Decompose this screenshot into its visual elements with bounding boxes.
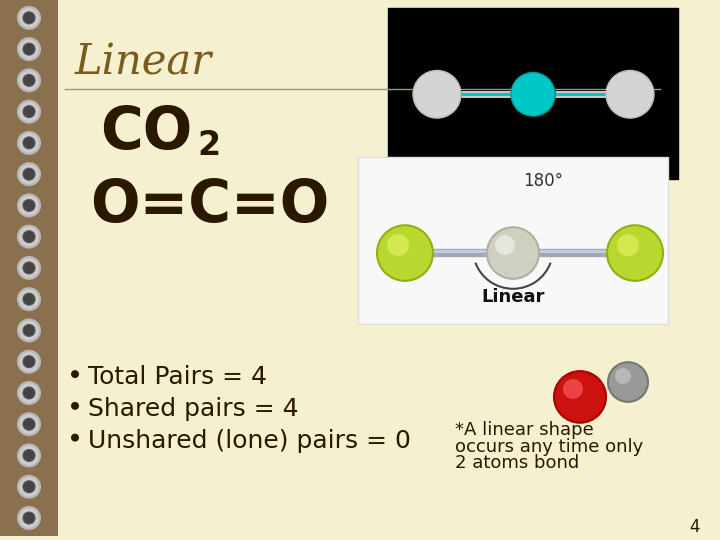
Text: *A linear shape: *A linear shape xyxy=(455,421,594,438)
Circle shape xyxy=(387,234,409,256)
Circle shape xyxy=(617,234,639,256)
Circle shape xyxy=(18,257,40,279)
Circle shape xyxy=(554,371,606,423)
Circle shape xyxy=(23,449,35,462)
Circle shape xyxy=(18,7,40,29)
Text: 180°: 180° xyxy=(523,172,563,190)
Circle shape xyxy=(606,70,654,118)
Circle shape xyxy=(615,368,631,384)
Text: Total Pairs = 4: Total Pairs = 4 xyxy=(88,365,267,389)
Circle shape xyxy=(18,413,40,435)
Bar xyxy=(388,8,678,179)
Circle shape xyxy=(23,168,35,180)
Circle shape xyxy=(18,38,40,60)
Circle shape xyxy=(18,382,40,404)
Circle shape xyxy=(511,72,555,116)
Text: Linear: Linear xyxy=(75,42,212,84)
Circle shape xyxy=(18,351,40,373)
Circle shape xyxy=(377,225,433,281)
Circle shape xyxy=(23,356,35,368)
Circle shape xyxy=(23,199,35,211)
Circle shape xyxy=(18,70,40,91)
Circle shape xyxy=(23,293,35,305)
Circle shape xyxy=(18,226,40,247)
Circle shape xyxy=(23,231,35,242)
Circle shape xyxy=(18,132,40,154)
Circle shape xyxy=(18,320,40,341)
Circle shape xyxy=(607,225,663,281)
Circle shape xyxy=(495,235,515,255)
Text: 2: 2 xyxy=(197,129,220,162)
Text: occurs any time only: occurs any time only xyxy=(455,437,643,456)
Circle shape xyxy=(608,362,648,402)
Bar xyxy=(0,0,58,536)
Circle shape xyxy=(18,476,40,498)
Circle shape xyxy=(18,163,40,185)
Circle shape xyxy=(23,262,35,274)
Circle shape xyxy=(18,288,40,310)
Bar xyxy=(358,157,668,323)
Text: 2 atoms bond: 2 atoms bond xyxy=(455,455,580,472)
Text: Unshared (lone) pairs = 0: Unshared (lone) pairs = 0 xyxy=(88,429,411,453)
Circle shape xyxy=(71,370,79,378)
Circle shape xyxy=(18,101,40,123)
Circle shape xyxy=(23,481,35,492)
Circle shape xyxy=(18,194,40,217)
Circle shape xyxy=(23,12,35,24)
Circle shape xyxy=(23,325,35,336)
Circle shape xyxy=(71,402,79,410)
Circle shape xyxy=(18,507,40,529)
Circle shape xyxy=(23,387,35,399)
Circle shape xyxy=(23,512,35,524)
Text: CO: CO xyxy=(100,104,192,161)
Text: Shared pairs = 4: Shared pairs = 4 xyxy=(88,397,299,421)
Text: Linear: Linear xyxy=(481,288,545,306)
Text: O=C=O: O=C=O xyxy=(90,177,329,234)
Circle shape xyxy=(18,444,40,467)
Circle shape xyxy=(519,80,555,116)
Circle shape xyxy=(23,43,35,55)
Circle shape xyxy=(23,106,35,118)
Circle shape xyxy=(563,379,583,399)
Text: 4: 4 xyxy=(690,518,700,536)
Circle shape xyxy=(413,70,461,118)
Circle shape xyxy=(487,227,539,279)
Circle shape xyxy=(71,434,79,442)
Circle shape xyxy=(23,75,35,86)
Circle shape xyxy=(23,418,35,430)
Circle shape xyxy=(23,137,35,149)
